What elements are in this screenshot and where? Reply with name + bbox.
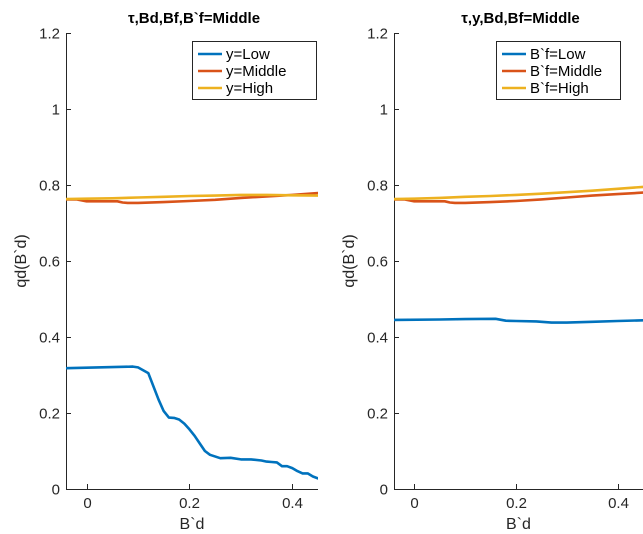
chart-title: τ,Bd,Bf,B`f=Middle [128, 10, 260, 27]
y-tick-label: 0.8 [39, 178, 60, 195]
x-tick-label: 0.4 [608, 495, 629, 512]
legend-label-3: y=High [226, 80, 273, 97]
y-axis-title: qd(B`d) [341, 234, 358, 287]
y-tick-label: 0.6 [39, 254, 60, 271]
x-tick-label: 0 [410, 495, 418, 512]
series-line-2 [394, 191, 643, 205]
y-tick-label: 0.2 [39, 406, 60, 423]
legend-label-2: y=Middle [226, 63, 286, 80]
series-line-2 [66, 191, 318, 205]
legend-label-3: B`f=High [530, 80, 589, 97]
legend-label-1: B`f=Low [530, 46, 586, 63]
legend-label-1: y=Low [226, 46, 270, 63]
chart-title: τ,y,Bd,Bf=Middle [461, 10, 580, 27]
legend-label-2: B`f=Middle [530, 63, 602, 80]
x-tick-label: 0.2 [506, 495, 527, 512]
y-tick-label: 0.2 [367, 406, 388, 423]
x-tick-label: 0.2 [179, 495, 200, 512]
y-axis-title: qd(B`d) [13, 234, 30, 287]
y-tick-label: 1 [380, 102, 388, 119]
y-tick-label: 0 [52, 482, 60, 499]
series-line-1 [394, 317, 643, 324]
x-tick-label: 0.4 [282, 495, 303, 512]
x-axis-title: B`d [180, 516, 205, 533]
y-tick-label: 0 [380, 482, 388, 499]
series-line-3 [66, 193, 318, 201]
series-group [394, 185, 643, 324]
y-tick-label: 0.4 [367, 330, 388, 347]
y-tick-label: 0.4 [39, 330, 60, 347]
chart-panel-1: τ,Bd,Bf,B`f=Middle 0 0.2 0.4 0.6 0.8 1 1.2 0 0.2 0… [13, 10, 318, 533]
series-line-3 [394, 185, 643, 201]
y-tick-label: 0.6 [367, 254, 388, 271]
chart-panel-2: τ,y,Bd,Bf=Middle 0 0.2 0.4 0.6 0.8 1 1.2 0 0.2 0.4… [341, 10, 643, 533]
series-group [66, 191, 318, 480]
y-tick-label: 1.2 [367, 26, 388, 43]
y-tick-label: 1.2 [39, 26, 60, 43]
series-line-1 [66, 365, 318, 480]
y-tick-label: 1 [52, 102, 60, 119]
x-tick-label: 0 [83, 495, 91, 512]
x-axis-title: B`d [506, 516, 531, 533]
y-tick-label: 0.8 [367, 178, 388, 195]
